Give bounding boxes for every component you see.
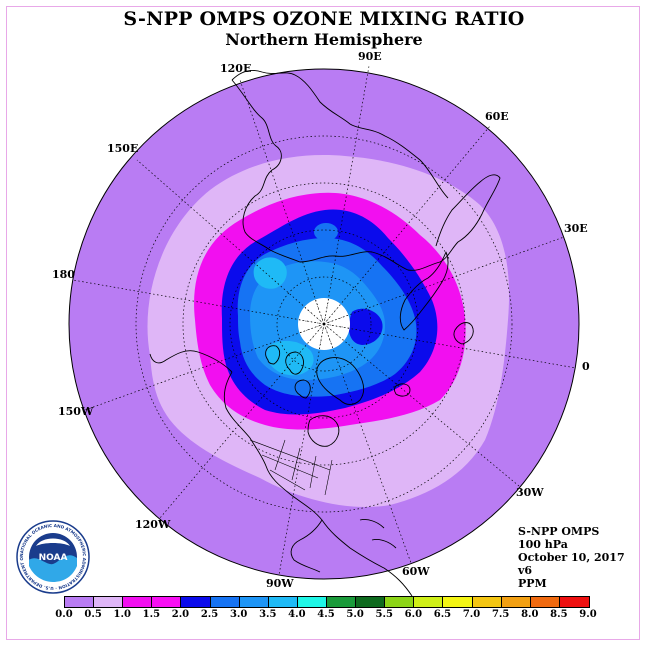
colorbar-swatch (239, 597, 269, 607)
coast-europe (435, 174, 501, 263)
info-units: PPM (518, 577, 547, 590)
meridian-0 (323, 323, 577, 369)
colorbar-tick-label: 4.0 (288, 609, 306, 620)
colorbar-swatch (530, 597, 560, 607)
lon-label-60e: 60E (485, 110, 509, 123)
coast-iceland (394, 383, 411, 397)
colorbar-swatch (94, 597, 124, 607)
colorbar-tick-label: 4.5 (317, 609, 335, 620)
coast-scandinavia (399, 251, 449, 331)
colorbar-swatch (414, 597, 444, 607)
band-1.0-1.5-tongue (348, 308, 383, 345)
figure-frame (6, 6, 640, 640)
lon-label-180: 180 (52, 268, 75, 281)
coast-alaska (149, 350, 233, 373)
colorbar-tick-label: 0.0 (55, 609, 73, 620)
coast-north-america (223, 371, 413, 597)
colorbar-swatch (152, 597, 182, 607)
us-borders (249, 439, 333, 496)
colorbar-tick-label: 0.5 (84, 609, 102, 620)
colorbar-tick-label: 3.5 (259, 609, 277, 620)
meridian-30e (323, 236, 565, 325)
colorbar-swatch (472, 597, 502, 607)
noaa-logo: NATIONAL OCEANIC AND ATMOSPHERIC ADMINIS… (16, 520, 90, 594)
lon-label-150e: 150E (107, 142, 139, 155)
band-2.0-2.5-blob (314, 223, 338, 241)
colorbar-tick-label: 2.0 (171, 609, 190, 620)
coast-hudson-bay (307, 415, 340, 447)
lon-label-30e: 30E (564, 222, 588, 235)
lon-label-150w: 150W (58, 405, 94, 418)
colorbar-tick-label: 8.0 (521, 609, 539, 620)
latitude-circle-60n (182, 182, 466, 466)
map-subtitle: Northern Hemisphere (225, 30, 423, 49)
colorbar-tick-label: 6.0 (404, 609, 423, 620)
colorbar-tick-label: 9.0 (579, 609, 597, 620)
polar-cap-marks (298, 297, 350, 351)
meridian-90w (278, 323, 325, 576)
info-instrument: S-NPP OMPS (518, 525, 600, 538)
colorbar-tick-label: 7.0 (462, 609, 481, 620)
latitude-circle-80n (276, 276, 372, 372)
colorbar-tick-label: 6.5 (433, 609, 452, 620)
latitude-circle-70n (229, 229, 419, 419)
info-date: October 10, 2017 (518, 551, 625, 564)
info-level: 100 hPa (518, 538, 568, 551)
logo-wordmark: NOAA (39, 553, 68, 563)
colorbar-tick-label: 8.5 (550, 609, 568, 620)
colorbar-tick-label: 5.0 (346, 609, 364, 620)
colorbar-tick-label: 1.0 (113, 609, 131, 620)
colorbar-swatch (65, 597, 95, 607)
colorbar-tick-label: 1.5 (142, 609, 161, 620)
band-3.0-3.5-patch-b (266, 340, 314, 376)
meridian-60e (323, 125, 491, 325)
colorbar-swatch (210, 597, 240, 607)
product-info: S-NPP OMPS 100 hPa October 10, 2017 v6 P… (518, 525, 625, 590)
lon-label-0: 0 (582, 360, 590, 373)
ozone-field (69, 69, 579, 579)
lon-label-60w: 60W (402, 565, 430, 578)
colorbar-tick-label: 2.5 (200, 609, 219, 620)
colorbar-swatch (297, 597, 327, 607)
lon-label-120e: 120E (220, 62, 252, 75)
meridian-180 (72, 279, 325, 325)
lon-label-30w: 30W (516, 486, 544, 499)
coast-siberia (231, 79, 441, 271)
colorbar-tick-label: 5.5 (375, 609, 393, 620)
colorbar (64, 596, 590, 608)
coastlines (149, 69, 501, 597)
colorbar-swatch (326, 597, 357, 607)
colorbar-swatch (123, 597, 153, 607)
colorbar-tick-label: 3.0 (229, 609, 248, 620)
lon-label-90w: 90W (266, 577, 294, 590)
colorbar-swatch (385, 597, 415, 607)
info-version: v6 (518, 564, 533, 577)
meridian-120e (239, 79, 325, 325)
meridian-150e (136, 159, 325, 325)
coast-greenland (316, 357, 365, 405)
colorbar-swatch (501, 597, 531, 607)
coast-east-asia (231, 69, 449, 199)
latitude-circle-50n (135, 135, 513, 513)
colorbar-tick-label: 7.5 (491, 609, 510, 620)
graticule (72, 65, 577, 576)
colorbar-swatch (356, 597, 386, 607)
map-title: S-NPP OMPS OZONE MIXING RATIO (123, 8, 525, 30)
colorbar-swatch (181, 597, 211, 607)
colorbar-swatch (443, 597, 473, 607)
lon-label-120w: 120W (135, 518, 171, 531)
colorbar-swatch (559, 597, 589, 607)
map-boundary (68, 68, 580, 580)
coast-uk (453, 322, 474, 345)
band-3.0-3.5-patch-a (253, 257, 287, 289)
coast-gulf-mexico (290, 519, 323, 573)
colorbar-ticks: 0.0 0.5 1.0 1.5 2.0 2.5 3.0 3.5 4.0 4.5 5.0 5.5 6.0 6… (55, 609, 596, 623)
colorbar-swatch (268, 597, 298, 607)
lon-label-90e: 90E (358, 50, 382, 63)
coast-caribbean (359, 519, 397, 549)
coast-canada-archipelago (265, 345, 311, 399)
